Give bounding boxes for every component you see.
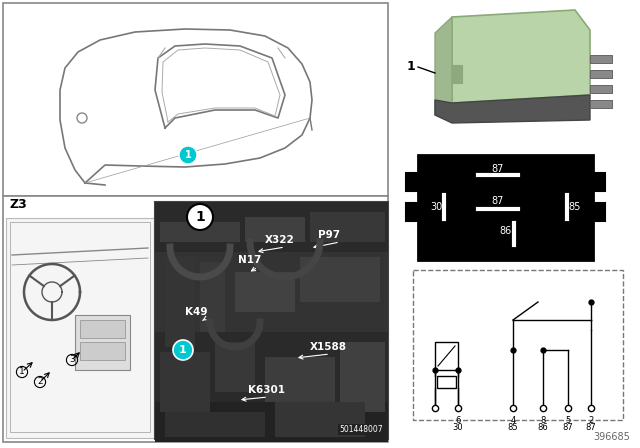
Bar — [6, 218, 154, 438]
Circle shape — [173, 340, 193, 360]
Bar — [300, 257, 380, 302]
Text: 87: 87 — [492, 164, 504, 174]
Bar — [275, 402, 365, 437]
Bar — [235, 272, 295, 312]
Text: 5: 5 — [565, 416, 571, 425]
Text: 30: 30 — [452, 423, 463, 432]
Text: 87: 87 — [563, 423, 573, 432]
Text: 1: 1 — [195, 210, 205, 224]
Text: 8: 8 — [540, 416, 546, 425]
Polygon shape — [452, 10, 590, 103]
Bar — [200, 262, 225, 332]
Text: N17: N17 — [238, 255, 261, 265]
Text: K49: K49 — [185, 307, 207, 317]
Bar — [165, 412, 265, 437]
Bar — [155, 332, 388, 402]
Text: X322: X322 — [265, 235, 295, 245]
Bar — [437, 376, 456, 388]
Bar — [452, 65, 462, 83]
Text: 85: 85 — [569, 202, 581, 212]
Bar — [80, 320, 125, 338]
Circle shape — [187, 204, 213, 230]
Bar — [265, 357, 335, 402]
Bar — [435, 342, 458, 370]
Text: K6301: K6301 — [248, 385, 285, 395]
Bar — [160, 222, 240, 242]
Bar — [590, 55, 612, 63]
Bar — [165, 257, 195, 347]
Text: Z3: Z3 — [10, 198, 28, 211]
Text: 87: 87 — [492, 196, 504, 206]
Text: 1: 1 — [179, 345, 187, 355]
Bar — [590, 70, 612, 78]
Bar — [591, 173, 605, 191]
Bar — [591, 203, 605, 221]
Bar — [340, 342, 385, 412]
Bar — [10, 222, 150, 432]
Bar — [245, 217, 305, 242]
Text: 30: 30 — [430, 202, 442, 212]
Text: 2: 2 — [37, 378, 43, 387]
Polygon shape — [435, 95, 590, 123]
Bar — [155, 202, 388, 252]
Text: 396685: 396685 — [593, 432, 630, 442]
Bar — [590, 100, 612, 108]
Bar — [590, 85, 612, 93]
Bar — [406, 203, 420, 221]
Bar — [413, 270, 623, 420]
Bar — [406, 173, 420, 191]
Text: 1: 1 — [406, 60, 415, 73]
Bar — [75, 315, 130, 370]
Bar — [310, 212, 385, 242]
Text: 3: 3 — [69, 356, 75, 365]
Text: 2: 2 — [588, 416, 594, 425]
Polygon shape — [435, 17, 452, 115]
Text: P97: P97 — [318, 230, 340, 240]
Bar — [215, 342, 255, 392]
Text: 86: 86 — [500, 226, 512, 236]
Bar — [3, 196, 388, 442]
Text: X1588: X1588 — [310, 342, 347, 352]
Bar — [418, 155, 593, 260]
Bar — [3, 3, 388, 196]
Bar — [160, 352, 210, 412]
Bar — [155, 252, 388, 332]
Bar — [80, 342, 125, 360]
Text: 4: 4 — [510, 416, 516, 425]
Circle shape — [179, 146, 197, 164]
Text: 85: 85 — [508, 423, 518, 432]
Text: 501448007: 501448007 — [339, 425, 383, 434]
Text: 6: 6 — [455, 416, 461, 425]
Text: 86: 86 — [538, 423, 548, 432]
Bar — [155, 202, 388, 439]
Text: 87: 87 — [586, 423, 596, 432]
Text: 1: 1 — [19, 367, 25, 376]
Bar — [155, 402, 388, 442]
Text: 1: 1 — [184, 150, 191, 160]
